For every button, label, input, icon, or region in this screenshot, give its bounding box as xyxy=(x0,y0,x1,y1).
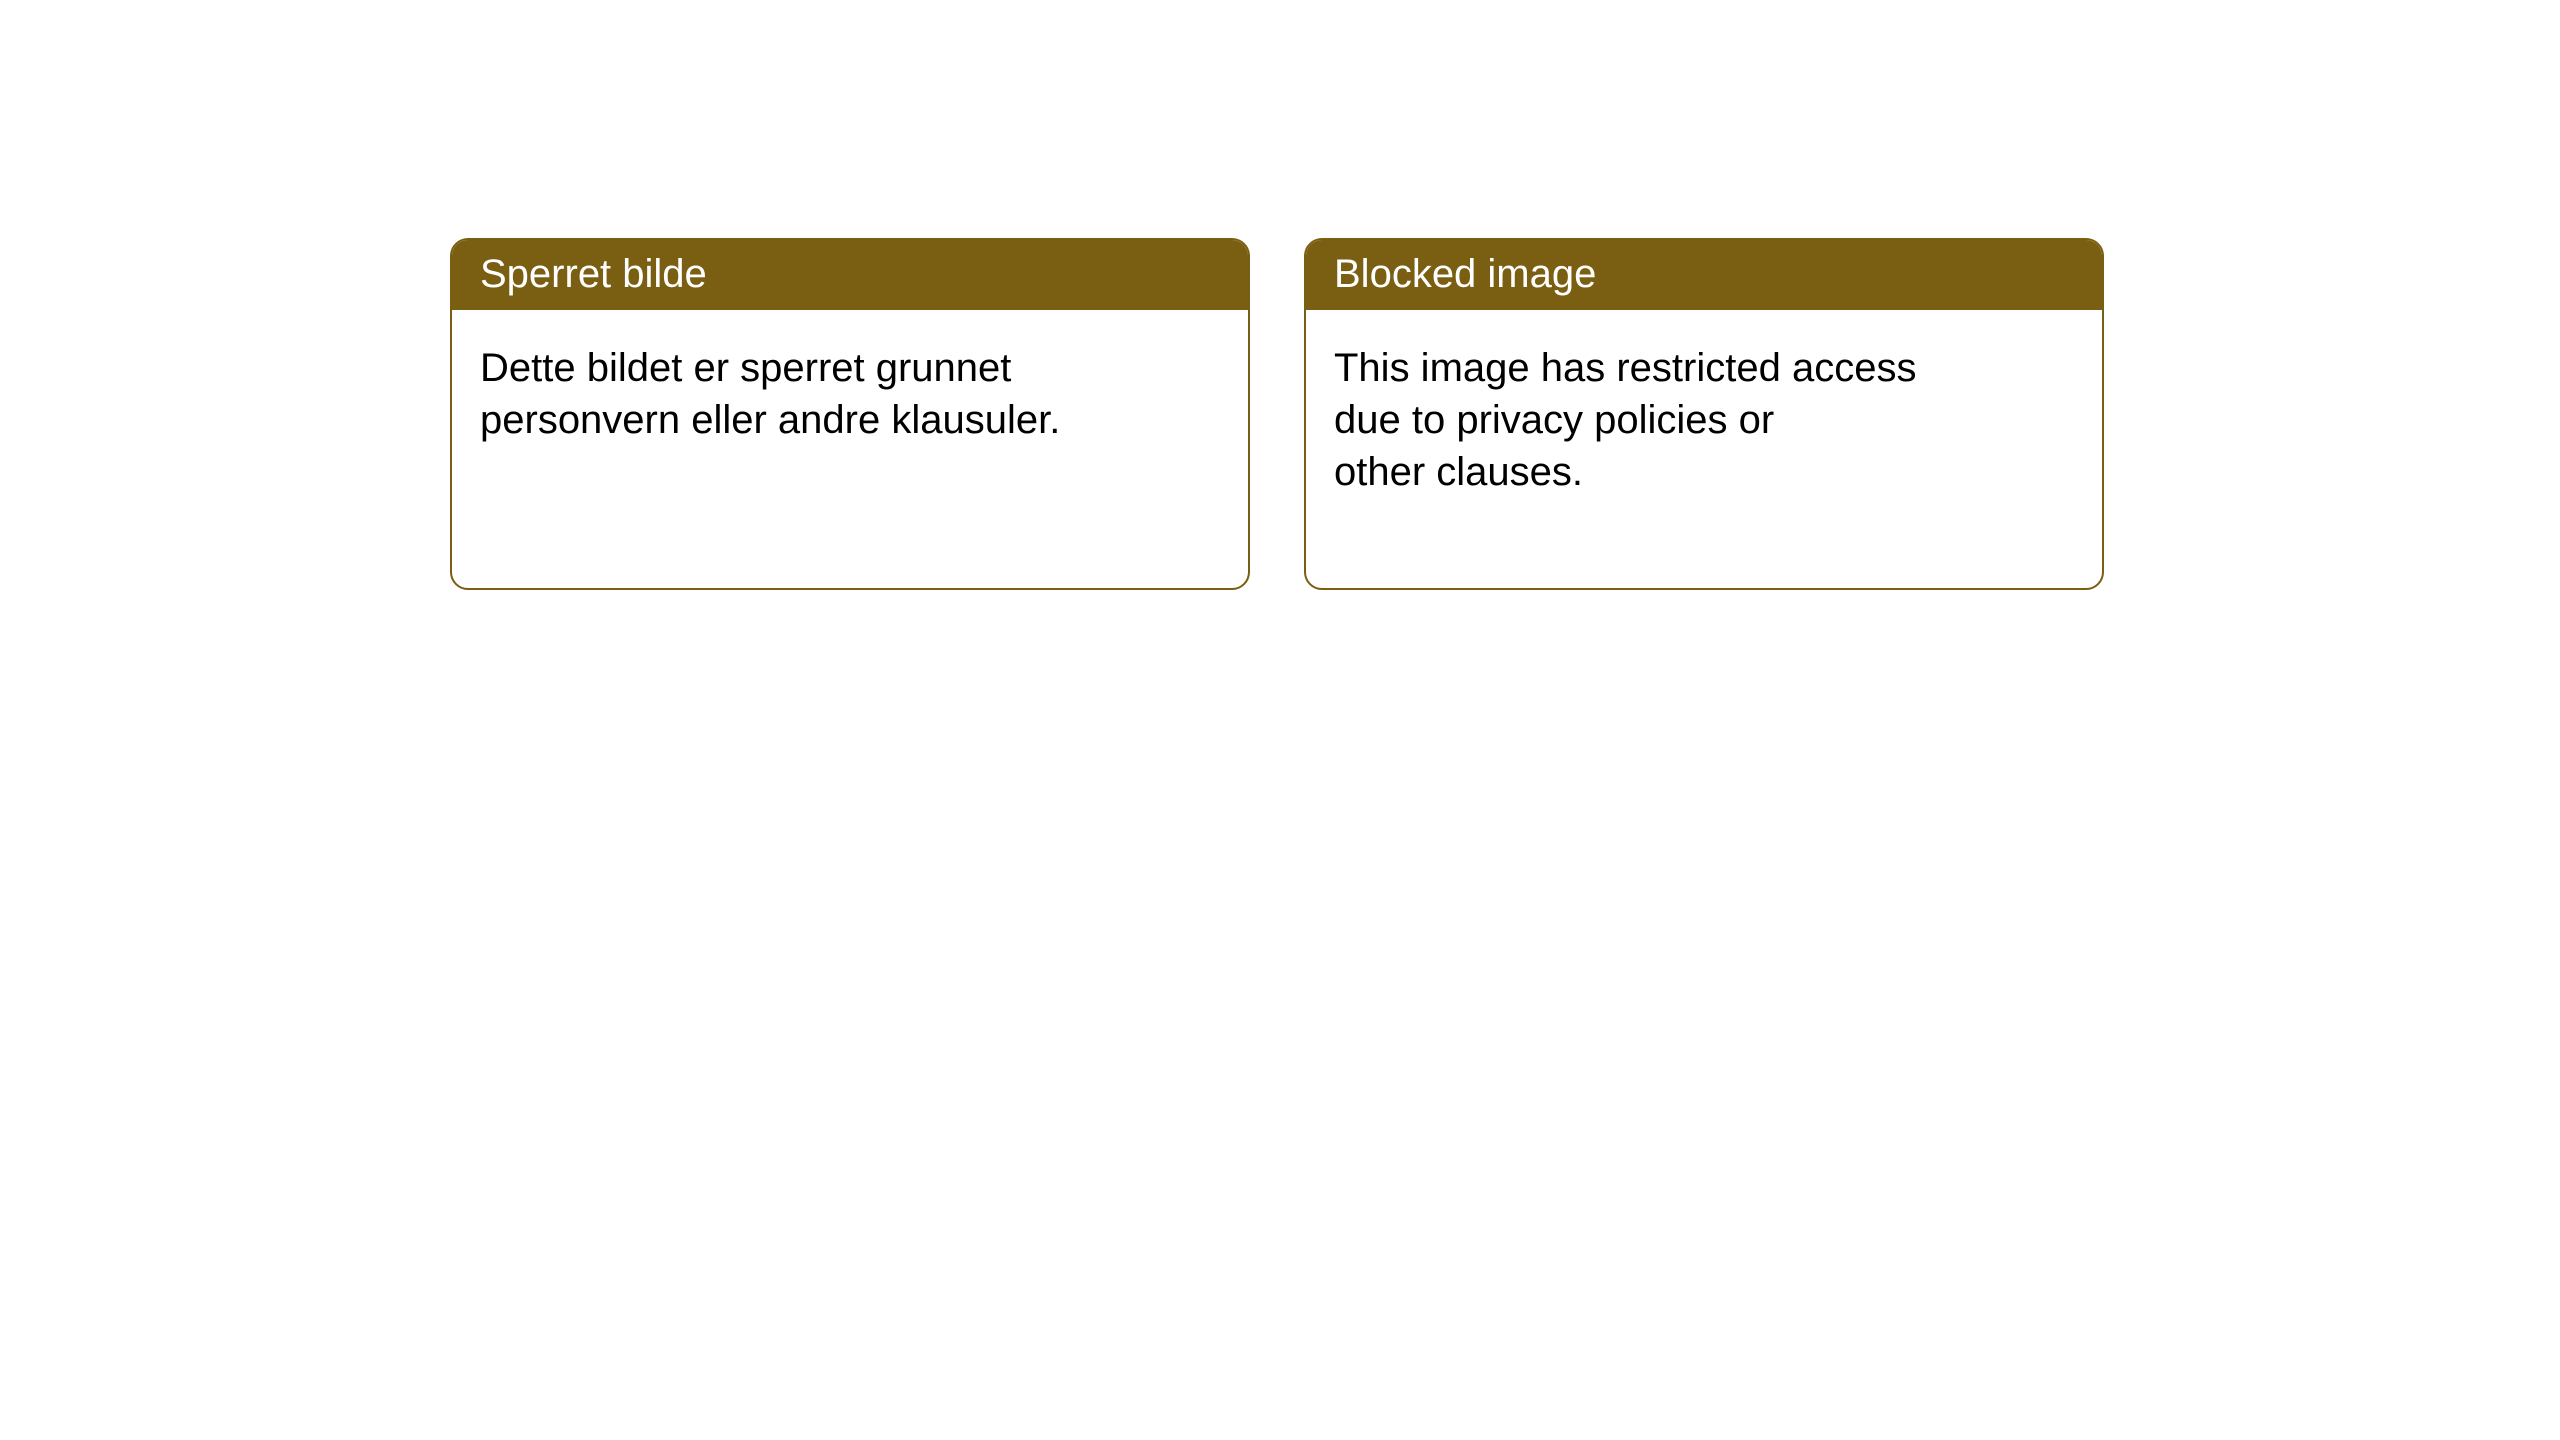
card-header-en: Blocked image xyxy=(1306,240,2102,310)
card-body-no: Dette bildet er sperret grunnet personve… xyxy=(452,310,1152,536)
blocked-image-card-en: Blocked image This image has restricted … xyxy=(1304,238,2104,590)
card-header-no: Sperret bilde xyxy=(452,240,1248,310)
card-body-en: This image has restricted access due to … xyxy=(1306,310,2006,588)
cards-container: Sperret bilde Dette bildet er sperret gr… xyxy=(450,238,2560,590)
blocked-image-card-no: Sperret bilde Dette bildet er sperret gr… xyxy=(450,238,1250,590)
